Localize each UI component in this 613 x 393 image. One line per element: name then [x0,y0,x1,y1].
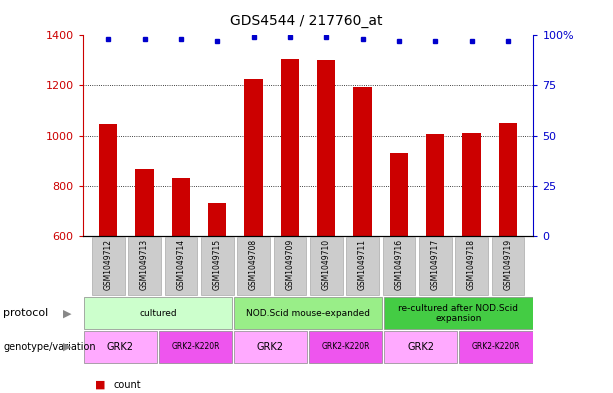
Text: GDS4544 / 217760_at: GDS4544 / 217760_at [230,14,383,28]
Bar [172,178,190,236]
Text: count: count [113,380,141,390]
Bar [492,237,524,296]
Text: protocol: protocol [3,309,48,318]
Text: GRK2-K220R: GRK2-K220R [471,342,520,351]
Bar [309,331,383,363]
Bar [234,331,307,363]
Text: NOD.Scid mouse-expanded: NOD.Scid mouse-expanded [246,309,370,318]
Text: GSM1049717: GSM1049717 [431,239,440,290]
Bar [419,237,452,296]
Bar [462,133,481,236]
Bar [455,237,488,296]
Bar [237,237,270,296]
Bar [499,123,517,236]
Bar [83,298,232,329]
Text: GSM1049718: GSM1049718 [467,239,476,290]
Text: GSM1049719: GSM1049719 [503,239,512,290]
Text: GSM1049713: GSM1049713 [140,239,149,290]
Bar [201,237,234,296]
Bar [92,237,124,296]
Bar [273,237,306,296]
Text: GSM1049715: GSM1049715 [213,239,222,290]
Text: GSM1049716: GSM1049716 [394,239,403,290]
Bar [354,87,371,236]
Text: GSM1049710: GSM1049710 [322,239,330,290]
Text: GRK2: GRK2 [407,342,434,352]
Text: GRK2-K220R: GRK2-K220R [171,342,219,351]
Bar [164,237,197,296]
Bar [383,237,415,296]
Text: ▶: ▶ [63,309,72,318]
Text: GRK2: GRK2 [257,342,284,352]
Text: ■: ■ [95,380,105,390]
Bar [384,298,533,329]
Bar [426,134,444,236]
Bar [346,237,379,296]
Bar [310,237,343,296]
Text: GSM1049709: GSM1049709 [286,239,294,290]
Bar [159,331,232,363]
Bar [99,124,117,236]
Bar [234,298,383,329]
Bar [390,153,408,236]
Bar [317,61,335,236]
Bar [245,79,262,236]
Bar [83,331,157,363]
Bar [281,59,299,236]
Text: GSM1049708: GSM1049708 [249,239,258,290]
Text: GSM1049712: GSM1049712 [104,239,113,290]
Text: cultured: cultured [139,309,177,318]
Bar [384,331,457,363]
Bar [135,169,154,236]
Text: ▶: ▶ [63,342,72,352]
Text: GRK2: GRK2 [107,342,134,352]
Text: GRK2-K220R: GRK2-K220R [321,342,370,351]
Text: genotype/variation: genotype/variation [3,342,96,352]
Bar [208,203,226,236]
Bar [128,237,161,296]
Text: GSM1049714: GSM1049714 [177,239,185,290]
Bar [459,331,533,363]
Text: GSM1049711: GSM1049711 [358,239,367,290]
Text: re-cultured after NOD.Scid
expansion: re-cultured after NOD.Scid expansion [398,304,518,323]
